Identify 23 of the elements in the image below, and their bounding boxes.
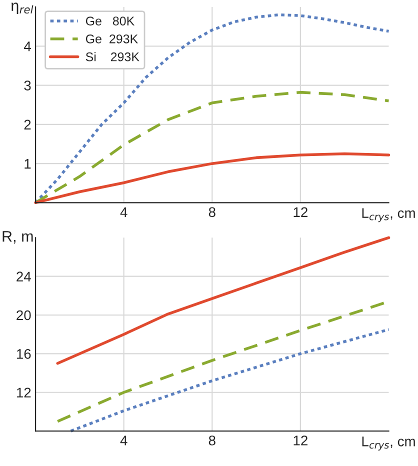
y-tick-label: 12 xyxy=(16,388,31,398)
x-tick-label: 8 xyxy=(208,207,216,218)
y-tick-label: 16 xyxy=(16,349,31,359)
y-tick-label: 20 xyxy=(16,310,31,320)
y-tick-label: 3 xyxy=(24,80,31,90)
x-tick-label: 12 xyxy=(294,436,308,446)
x-tick-label: 8 xyxy=(208,436,216,446)
y-tick-label: 4 xyxy=(24,42,31,52)
line-series xyxy=(56,236,390,365)
y-tick-label: 24 xyxy=(16,272,31,282)
x-axis-title: L$_{crys}$, cm xyxy=(362,436,415,450)
x-axis-title: L$_{crys}$, cm xyxy=(362,208,415,222)
legend-label: Ge 293K xyxy=(86,34,138,44)
y-axis-title: η$_{rel}$ xyxy=(11,2,34,14)
x-tick-label: 12 xyxy=(294,207,308,217)
y-axis-title: R, m xyxy=(2,231,33,244)
y-tick-label: 1 xyxy=(24,159,31,169)
legend-label: Si 293K xyxy=(86,52,140,62)
y-tick-label: 2 xyxy=(24,120,31,130)
x-tick-label: 4 xyxy=(120,207,128,217)
legend-label: Ge 80K xyxy=(86,16,135,26)
line-series xyxy=(69,328,390,432)
x-tick-label: 4 xyxy=(120,436,128,446)
